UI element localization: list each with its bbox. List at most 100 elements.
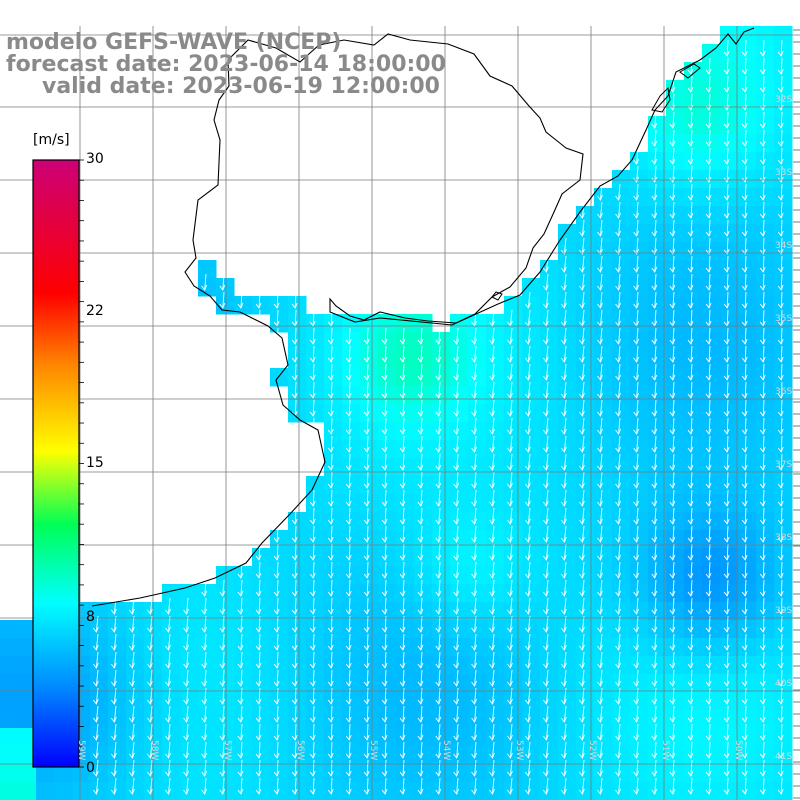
wind-speed-cell	[558, 332, 577, 351]
wind-speed-cell	[720, 692, 739, 711]
wind-speed-cell	[108, 782, 127, 800]
wind-arrow	[219, 597, 226, 615]
wind-arrow	[165, 741, 171, 759]
wind-arrow	[597, 291, 603, 309]
wind-arrow	[687, 381, 694, 399]
wind-speed-cell	[666, 584, 685, 603]
wind-arrow	[542, 597, 549, 615]
wind-arrow	[723, 633, 730, 651]
wind-arrow	[381, 363, 388, 381]
wind-speed-cell	[594, 728, 613, 747]
wind-arrow	[525, 651, 531, 669]
wind-arrow	[705, 219, 712, 237]
wind-speed-cell	[414, 602, 433, 621]
wind-speed-cell	[90, 674, 109, 693]
wind-speed-cell	[504, 530, 523, 549]
wind-speed-cell	[612, 206, 631, 225]
wind-arrow	[687, 417, 694, 435]
wind-speed-cell	[90, 602, 109, 621]
wind-speed-cell	[252, 692, 271, 711]
wind-speed-cell	[162, 602, 181, 621]
wind-arrow	[705, 165, 712, 183]
wind-speed-cell	[738, 152, 757, 171]
wind-speed-cell	[540, 656, 559, 675]
wind-speed-cell	[108, 746, 127, 765]
wind-arrow	[579, 723, 585, 741]
wind-arrow	[471, 507, 477, 525]
wind-arrow	[542, 381, 549, 399]
wind-arrow	[669, 579, 676, 597]
wind-arrow	[237, 741, 244, 759]
wind-speed-cell	[162, 674, 181, 693]
wind-arrow	[741, 111, 748, 129]
wind-speed-cell	[648, 584, 667, 603]
wind-arrow	[147, 669, 153, 687]
wind-speed-cell	[594, 692, 613, 711]
wind-speed-cell	[486, 548, 505, 567]
wind-speed-cell	[738, 602, 757, 621]
wind-speed-cell	[486, 656, 505, 675]
wind-speed-cell	[324, 728, 343, 747]
wind-arrow	[633, 741, 640, 759]
valid-date: valid date: 2023-06-19 12:00:00	[42, 74, 440, 99]
wind-arrow	[759, 129, 766, 147]
wind-arrow	[705, 111, 712, 129]
wind-speed-cell	[306, 728, 325, 747]
wind-speed-cell	[774, 566, 793, 585]
wind-arrow	[453, 417, 460, 435]
wind-arrow	[741, 561, 748, 579]
wind-speed-cell	[360, 674, 379, 693]
wind-arrow	[560, 615, 567, 633]
wind-speed-cell	[450, 332, 469, 351]
wind-speed-cell	[774, 656, 793, 675]
wind-arrow	[705, 291, 712, 309]
wind-speed-cell	[774, 746, 793, 765]
wind-speed-cell	[522, 530, 541, 549]
wind-arrow	[741, 669, 748, 687]
wind-speed-cell	[666, 548, 685, 567]
wind-speed-cell	[666, 224, 685, 243]
wind-arrow	[741, 525, 748, 543]
wind-speed-cell	[738, 566, 757, 585]
wind-arrow	[363, 651, 370, 669]
wind-arrow	[615, 237, 621, 255]
wind-arrow	[417, 633, 424, 651]
wind-arrow	[633, 669, 640, 687]
wind-arrow	[110, 615, 117, 633]
wind-arrow	[560, 489, 567, 507]
wind-speed-cell	[756, 782, 775, 800]
wind-arrow	[542, 453, 549, 471]
wind-speed-cell	[432, 422, 451, 441]
wind-arrow	[777, 669, 784, 687]
wind-speed-cell	[126, 764, 145, 783]
wind-speed-cell	[630, 530, 649, 549]
wind-arrow	[651, 183, 658, 201]
wind-arrow	[741, 471, 748, 489]
wind-speed-cell	[486, 350, 505, 369]
wind-arrow	[633, 453, 640, 471]
wind-speed-cell	[414, 386, 433, 405]
wind-arrow	[633, 723, 640, 741]
wind-arrow	[741, 741, 748, 759]
wind-speed-cell	[252, 602, 271, 621]
wind-speed-cell	[342, 656, 361, 675]
wind-speed-cell	[504, 494, 523, 513]
wind-arrow	[741, 633, 748, 651]
wind-arrow	[651, 543, 658, 561]
wind-speed-cell	[486, 386, 505, 405]
wind-speed-cell	[342, 602, 361, 621]
wind-arrow	[219, 723, 226, 741]
wind-arrow	[363, 399, 370, 417]
wind-arrow	[723, 327, 730, 345]
wind-speed-cell	[216, 566, 235, 585]
wind-arrow	[201, 651, 208, 669]
wind-speed-cell	[450, 674, 469, 693]
wind-arrow	[579, 201, 585, 219]
wind-speed-cell	[738, 206, 757, 225]
wind-speed-cell	[774, 548, 793, 567]
wind-speed-cell	[522, 656, 541, 675]
wind-speed-cell	[558, 260, 577, 279]
wind-speed-cell	[558, 710, 577, 729]
wind-arrow	[471, 381, 477, 399]
wind-speed-cell	[378, 638, 397, 657]
